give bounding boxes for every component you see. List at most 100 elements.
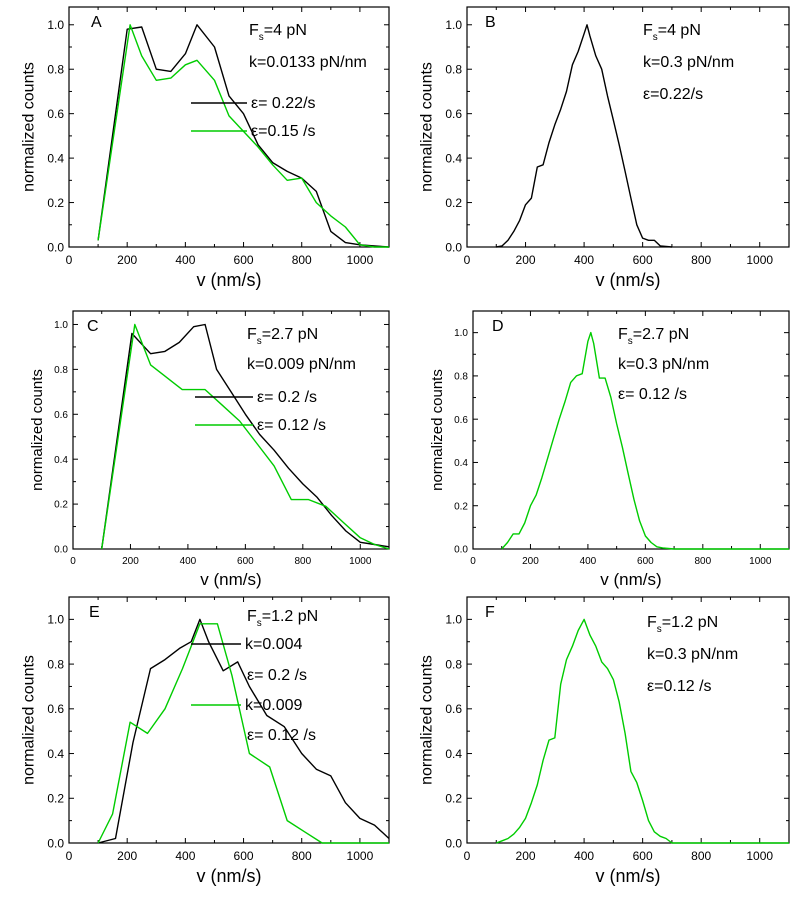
annotation-text: ε= 0.12 /s <box>618 386 687 403</box>
series-line-1 <box>97 24 390 248</box>
x-tick-label: 0 <box>66 849 73 863</box>
legend-label: ε= 0.22/s <box>251 95 316 112</box>
x-tick-label: 200 <box>522 556 539 567</box>
y-tick-label: 0.8 <box>445 63 462 77</box>
x-tick-label: 1000 <box>347 253 374 267</box>
y-tick-label: 0.8 <box>54 365 68 376</box>
y-tick-label: 1.0 <box>445 613 462 627</box>
x-tick-label: 800 <box>691 253 711 267</box>
legend-label: ε= 0.12 /s <box>247 727 316 744</box>
y-tick-label: 1.0 <box>445 18 462 32</box>
panel-a: 0 200 400 600 800 1000 0.0 0.2 0.4 0.6 0.8 1.0 v (nm… <box>20 6 390 290</box>
panel-d: 0 200 400 600 800 1000 0.0 0.2 0.4 0.6 0.8 1.0 v (nm… <box>429 310 790 589</box>
x-tick-label: 800 <box>694 556 711 567</box>
x-tick-label: 600 <box>633 253 653 267</box>
x-tick-label: 0 <box>70 556 76 567</box>
x-axis-label: v (nm/s) <box>600 570 661 589</box>
series-line-2 <box>97 623 389 844</box>
x-tick-label: 200 <box>117 253 137 267</box>
y-tick-label: 0.2 <box>445 792 462 806</box>
y-tick-label: 0.0 <box>47 240 64 254</box>
y-tick-label: 0.4 <box>54 455 68 466</box>
x-axis-label: v (nm/s) <box>197 270 262 290</box>
x-tick-label: 400 <box>580 556 597 567</box>
legend-label: k=0.009 <box>245 697 302 714</box>
x-tick-label: 600 <box>633 849 653 863</box>
x-tick-label: 800 <box>292 253 312 267</box>
x-axis-label: v (nm/s) <box>200 570 261 589</box>
x-tick-label: 1000 <box>746 253 773 267</box>
x-tick-label: 200 <box>516 253 536 267</box>
x-axis-label: v (nm/s) <box>197 866 262 886</box>
panel-b: 0 200 400 600 800 1000 0.0 0.2 0.4 0.6 0.8 1.0 v (nm… <box>418 6 790 290</box>
y-tick-label: 0.6 <box>47 702 64 716</box>
y-tick-label: 0.6 <box>454 415 468 426</box>
y-tick-label: 0.2 <box>47 196 64 210</box>
x-tick-label: 800 <box>691 849 711 863</box>
x-tick-label: 400 <box>574 849 594 863</box>
x-tick-label: 400 <box>574 253 594 267</box>
y-tick-label: 0.8 <box>445 657 462 671</box>
y-tick-label: 0.6 <box>445 107 462 121</box>
legend-label: ε= 0.2 /s <box>247 667 307 684</box>
x-tick-label: 1000 <box>746 849 773 863</box>
panel-label: B <box>485 14 496 31</box>
y-tick-label: 0.4 <box>454 458 468 469</box>
x-tick-label: 400 <box>180 556 197 567</box>
annotation-text: k=0.0133 pN/nm <box>249 54 367 71</box>
annotation-text: ε=0.22/s <box>643 86 703 103</box>
annotation-text: Fs=4 pN <box>643 22 701 43</box>
plot-frame <box>466 596 790 844</box>
y-tick-label: 0.4 <box>47 747 64 761</box>
x-tick-label: 0 <box>464 849 471 863</box>
x-tick-label: 600 <box>637 556 654 567</box>
x-tick-label: 0 <box>470 556 476 567</box>
plot-frame <box>472 310 790 550</box>
y-tick-label: 0.2 <box>54 500 68 511</box>
y-tick-label: 0.6 <box>445 702 462 716</box>
y-tick-label: 1.0 <box>454 328 468 339</box>
plot-frame <box>466 6 790 248</box>
panel-c: 0 200 400 600 800 1000 0.0 0.2 0.4 0.6 0.8 1.0 v (nm… <box>29 310 390 589</box>
annotation-text: k=0.3 pN/nm <box>647 646 738 663</box>
x-tick-label: 200 <box>117 849 137 863</box>
x-tick-label: 0 <box>66 253 73 267</box>
y-axis-label: normalized counts <box>29 369 46 491</box>
y-axis-label: normalized counts <box>429 369 446 491</box>
y-tick-label: 0.6 <box>54 410 68 421</box>
x-tick-label: 200 <box>516 849 536 863</box>
x-tick-label: 1000 <box>347 849 374 863</box>
x-tick-label: 800 <box>292 849 312 863</box>
annotation-text: Fs=2.7 pN <box>247 326 318 347</box>
x-tick-label: 0 <box>464 253 471 267</box>
y-axis-label: normalized counts <box>20 62 37 192</box>
x-tick-label: 800 <box>294 556 311 567</box>
plot-frame <box>68 596 390 844</box>
x-tick-label: 600 <box>237 556 254 567</box>
y-tick-label: 0.8 <box>47 63 64 77</box>
x-tick-label: 1000 <box>349 556 372 567</box>
series-line-1 <box>97 618 390 844</box>
x-tick-label: 1000 <box>749 556 772 567</box>
y-tick-label: 0.2 <box>47 792 64 806</box>
annotation-text: Fs=1.2 pN <box>647 614 718 635</box>
y-tick-label: 1.0 <box>54 320 68 331</box>
y-tick-label: 0.0 <box>445 240 462 254</box>
y-tick-label: 0.6 <box>47 107 64 121</box>
panel-label: F <box>485 604 495 621</box>
y-axis-label: normalized counts <box>418 62 435 192</box>
panel-label: C <box>87 318 99 335</box>
y-tick-label: 0.8 <box>454 372 468 383</box>
annotation-text: k=0.3 pN/nm <box>618 356 709 373</box>
y-tick-label: 0.4 <box>445 151 462 165</box>
y-tick-label: 0.2 <box>454 501 468 512</box>
annotation-text: k=0.009 pN/nm <box>247 356 356 373</box>
panel-e: 0 200 400 600 800 1000 0.0 0.2 0.4 0.6 0.8 1.0 v (nm… <box>20 596 390 886</box>
y-tick-label: 0.4 <box>47 151 64 165</box>
annotation-text: ε=0.12 /s <box>647 678 712 695</box>
x-axis-label: v (nm/s) <box>596 270 661 290</box>
legend-label: ε= 0.12 /s <box>257 417 326 434</box>
panel-f: 0 200 400 600 800 1000 0.0 0.2 0.4 0.6 0.8 1.0 v (nm… <box>418 596 790 886</box>
legend-label: ε= 0.2 /s <box>257 389 317 406</box>
